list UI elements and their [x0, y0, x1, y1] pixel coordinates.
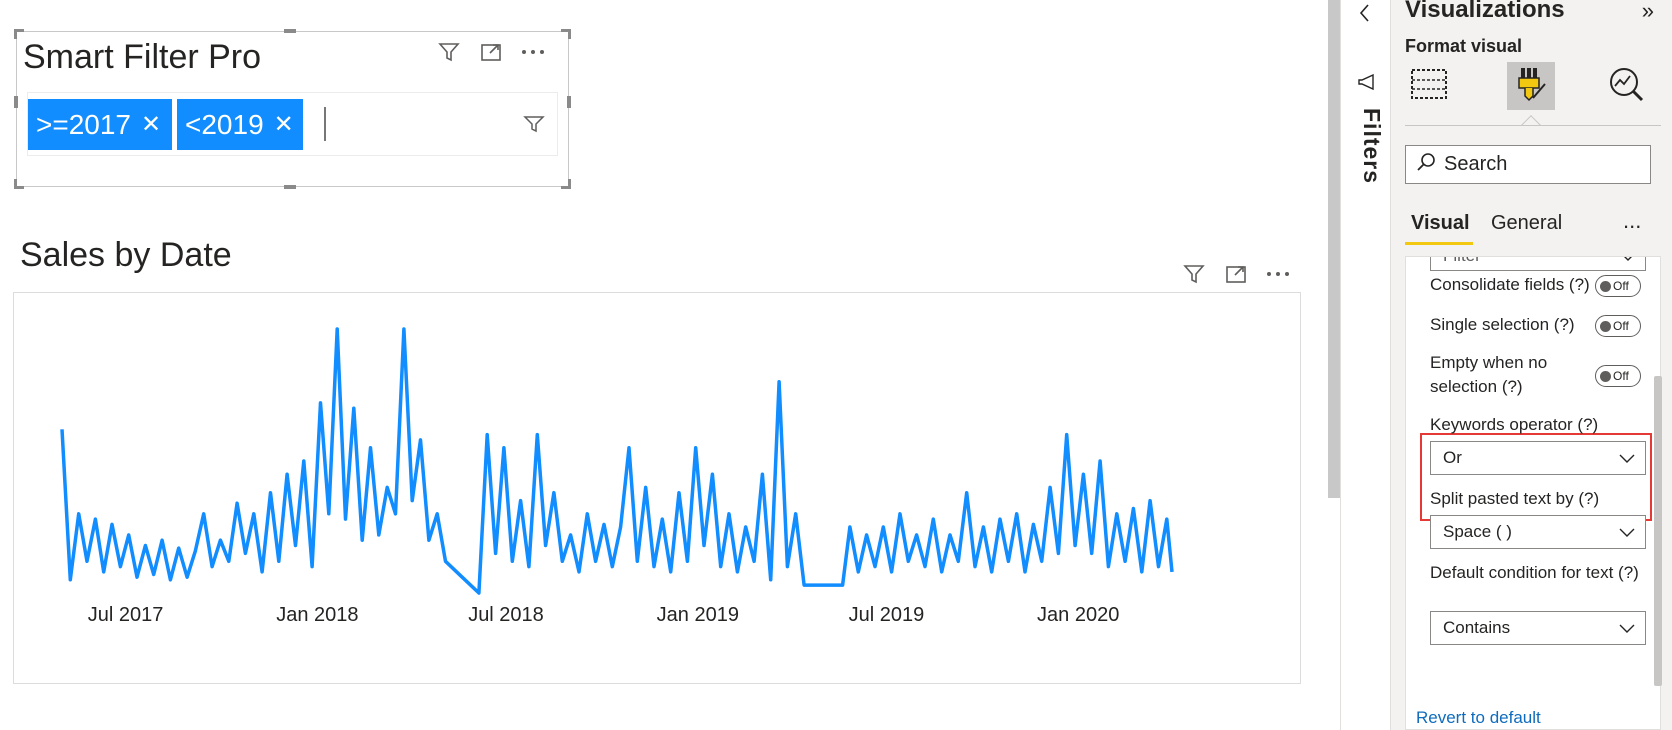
chevron-down-icon	[1621, 257, 1635, 266]
chart-title: Sales by Date	[20, 236, 232, 274]
x-tick-label: Jan 2019	[657, 604, 739, 626]
chevron-down-icon	[1619, 618, 1635, 638]
keywords-operator-value: Or	[1443, 448, 1462, 467]
search-icon	[1416, 152, 1436, 178]
single-selection-label: Single selection (?)	[1430, 315, 1575, 334]
build-visual-icon	[1409, 64, 1449, 109]
split-pasted-value: Space ( )	[1443, 522, 1512, 541]
empty-when-no-selection-toggle[interactable]: Off	[1595, 365, 1641, 387]
toggle-knob	[1600, 370, 1611, 382]
format-visual-label: Format visual	[1405, 36, 1523, 56]
format-visual-tab[interactable]	[1507, 62, 1555, 110]
x-tick-label: Jan 2020	[1037, 604, 1119, 626]
toggle-state: Off	[1613, 369, 1629, 383]
filter-chip[interactable]: >=2017 ✕	[28, 99, 172, 150]
focus-mode-icon[interactable]	[479, 40, 503, 64]
more-options-icon[interactable]	[521, 40, 545, 64]
divider	[1405, 125, 1661, 126]
analytics-tab[interactable]	[1603, 62, 1651, 110]
toggle-knob	[1600, 280, 1611, 292]
resize-handle-top-right[interactable]	[561, 29, 571, 39]
search-placeholder: Search	[1444, 153, 1508, 175]
x-tick-label: Jul 2019	[849, 604, 925, 626]
more-options-icon[interactable]: ...	[1623, 208, 1642, 233]
analytics-icon	[1607, 64, 1647, 109]
resize-handle-bottom[interactable]	[284, 185, 296, 189]
cutoff-dropdown-value: Filter	[1443, 257, 1481, 266]
consolidate-fields-toggle[interactable]: Off	[1595, 275, 1641, 297]
x-tick-label: Jan 2018	[276, 604, 358, 626]
chevron-down-icon	[1619, 522, 1635, 542]
chevron-down-icon	[1619, 448, 1635, 468]
report-canvas: Smart Filter Pro >=2017 ✕ <2019 ✕	[13, 0, 1340, 684]
x-tick-label: Jul 2017	[88, 604, 164, 626]
line-chart: Jul 2017 Jan 2018 Jul 2018 Jan 2019 Jul 2019…	[60, 327, 1174, 626]
filter-icon[interactable]	[523, 113, 545, 140]
smart-filter-input-box[interactable]: >=2017 ✕ <2019 ✕	[27, 92, 558, 156]
filters-pane[interactable]	[1340, 0, 1390, 730]
toggle-state: Off	[1613, 319, 1629, 333]
filter-chip-label: <2019	[185, 108, 264, 140]
resize-handle-top-left[interactable]	[14, 29, 24, 39]
collapse-pane-icon[interactable]: »	[1641, 0, 1654, 23]
default-condition-dropdown[interactable]: Contains	[1430, 611, 1646, 645]
split-pasted-dropdown[interactable]: Space ( )	[1430, 515, 1646, 549]
more-options-icon[interactable]	[1266, 262, 1290, 286]
tab-visual[interactable]: Visual	[1411, 212, 1470, 234]
revert-to-default-link[interactable]: Revert to default	[1416, 708, 1541, 727]
resize-handle-left[interactable]	[14, 96, 18, 108]
keywords-operator-label: Keywords operator (?)	[1430, 415, 1599, 434]
resize-handle-right[interactable]	[567, 96, 571, 108]
cutoff-dropdown[interactable]: Filter	[1430, 257, 1646, 271]
remove-chip-icon[interactable]: ✕	[273, 110, 294, 138]
filters-pane-label[interactable]: Filters	[1359, 108, 1385, 185]
remove-chip-icon[interactable]: ✕	[141, 110, 162, 138]
x-tick-label: Jul 2018	[468, 604, 544, 626]
pane-scrollbar[interactable]	[1654, 376, 1662, 686]
format-visual-icon	[1511, 64, 1551, 109]
toggle-state: Off	[1613, 279, 1629, 293]
consolidate-fields-label: Consolidate fields (?)	[1430, 275, 1590, 294]
smart-filter-title: Smart Filter Pro	[23, 38, 262, 76]
resize-handle-bottom-right[interactable]	[561, 179, 571, 189]
visualizations-title: Visualizations	[1405, 0, 1565, 23]
canvas-scrollbar[interactable]	[1328, 0, 1340, 498]
toggle-knob	[1600, 320, 1611, 332]
single-selection-toggle[interactable]: Off	[1595, 315, 1641, 337]
line-chart-visual[interactable]: Jul 2017 Jan 2018 Jul 2018 Jan 2019 Jul 2019…	[13, 292, 1301, 684]
active-tab-underline	[1405, 242, 1473, 245]
split-pasted-label: Split pasted text by (?)	[1430, 489, 1600, 508]
resize-handle-bottom-left[interactable]	[14, 179, 24, 189]
keywords-operator-dropdown[interactable]: Or	[1430, 441, 1646, 475]
filter-icon[interactable]	[1182, 262, 1206, 286]
build-visual-tab[interactable]	[1405, 62, 1453, 110]
chevron-left-icon[interactable]	[1357, 2, 1373, 29]
text-cursor[interactable]	[324, 107, 326, 141]
format-options-card: Filter Consolidate fields (?) Off Single…	[1405, 256, 1661, 730]
series-line[interactable]	[60, 327, 1174, 595]
empty-when-no-selection-label: Empty when no selection (?)	[1430, 353, 1548, 396]
tab-general[interactable]: General	[1491, 212, 1563, 234]
filter-chip[interactable]: <2019 ✕	[177, 99, 303, 150]
filter-chip-label: >=2017	[36, 108, 131, 140]
smart-filter-visual[interactable]: Smart Filter Pro >=2017 ✕ <2019 ✕	[14, 29, 571, 189]
filter-icon[interactable]	[437, 40, 461, 64]
search-input[interactable]: Search	[1405, 145, 1651, 184]
default-condition-value: Contains	[1443, 618, 1511, 637]
resize-handle-top[interactable]	[284, 29, 296, 33]
megaphone-icon[interactable]	[1357, 72, 1377, 97]
default-condition-label: Default condition for text (?)	[1430, 563, 1639, 582]
focus-mode-icon[interactable]	[1224, 262, 1248, 286]
visualizations-pane: Visualizations » Format visual Search Vi…	[1390, 0, 1672, 730]
